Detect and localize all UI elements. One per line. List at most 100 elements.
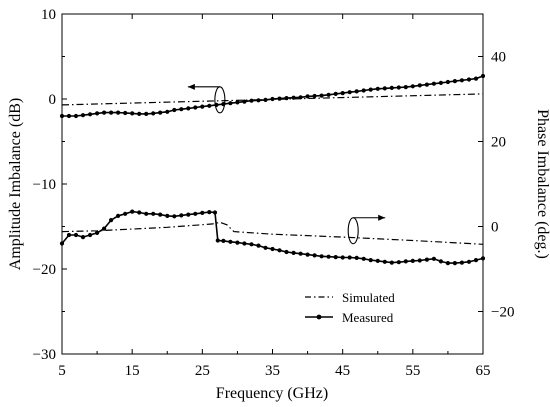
- data-point-measured-amplitude-imbalance: [291, 95, 296, 100]
- annotations: [187, 83, 386, 245]
- data-point-measured-phase-imbalance: [410, 258, 415, 263]
- data-point-measured-phase-imbalance: [389, 260, 394, 265]
- data-point-measured-phase-imbalance: [137, 210, 142, 215]
- data-point-measured-amplitude-imbalance: [396, 85, 401, 90]
- data-point-measured-amplitude-imbalance: [459, 78, 464, 83]
- data-point-measured-amplitude-imbalance: [417, 83, 422, 88]
- data-point-measured-amplitude-imbalance: [179, 107, 184, 112]
- data-point-measured-phase-imbalance: [256, 243, 261, 248]
- data-point-measured-amplitude-imbalance: [186, 106, 191, 111]
- data-point-measured-phase-imbalance: [212, 210, 218, 215]
- data-point-measured-phase-imbalance: [284, 249, 289, 255]
- data-point-measured-amplitude-imbalance: [172, 107, 177, 113]
- data-point-measured-phase-imbalance: [158, 212, 163, 217]
- data-point-measured-phase-imbalance: [249, 242, 254, 247]
- data-point-measured-phase-imbalance: [130, 209, 135, 214]
- data-point-measured-amplitude-imbalance: [144, 111, 149, 116]
- data-point-measured-phase-imbalance: [473, 258, 479, 263]
- data-point-measured-phase-imbalance: [221, 238, 226, 243]
- data-point-measured-phase-imbalance: [228, 239, 233, 244]
- data-point-measured-phase-imbalance: [466, 259, 472, 264]
- data-point-measured-phase-imbalance: [123, 211, 128, 216]
- data-point-measured-phase-imbalance: [361, 256, 366, 261]
- series-line-simulated-amplitude-imbalance: [61, 93, 484, 106]
- data-point-measured-amplitude-imbalance: [242, 99, 247, 104]
- data-point-measured-amplitude-imbalance: [193, 105, 198, 110]
- x-tick-label: 5: [58, 363, 66, 379]
- plot-content: [59, 73, 486, 266]
- data-point-measured-amplitude-imbalance: [116, 110, 121, 115]
- data-point-measured-phase-imbalance: [207, 210, 212, 215]
- data-point-measured-phase-imbalance: [235, 240, 240, 245]
- data-point-measured-amplitude-imbalance: [165, 109, 170, 114]
- data-point-measured-phase-imbalance: [172, 214, 177, 219]
- data-point-measured-amplitude-imbalance: [73, 113, 79, 119]
- data-point-measured-phase-imbalance: [66, 232, 72, 238]
- data-point-measured-phase-imbalance: [193, 211, 198, 216]
- data-point-measured-amplitude-imbalance: [207, 103, 212, 108]
- data-point-measured-amplitude-imbalance: [445, 79, 450, 85]
- y-axis-right-title: Phase Imbalance (deg.): [534, 109, 550, 259]
- data-point-measured-phase-imbalance: [319, 254, 324, 259]
- data-point-measured-phase-imbalance: [368, 258, 373, 263]
- data-point-measured-amplitude-imbalance: [368, 87, 373, 92]
- y-right-tick-label: −20: [491, 305, 514, 321]
- data-point-measured-phase-imbalance: [340, 255, 345, 260]
- x-axis-title: Frequency (GHz): [216, 385, 328, 402]
- x-tick-label: 25: [195, 363, 210, 379]
- x-tick-label: 55: [405, 363, 420, 379]
- data-point-measured-amplitude-imbalance: [284, 96, 289, 101]
- data-point-measured-phase-imbalance: [417, 258, 422, 263]
- data-point-measured-phase-imbalance: [375, 258, 380, 263]
- data-point-measured-amplitude-imbalance: [88, 112, 93, 117]
- data-point-measured-phase-imbalance: [95, 230, 100, 235]
- data-point-measured-amplitude-imbalance: [354, 89, 359, 94]
- series-line-simulated-phase-imbalance: [61, 221, 484, 245]
- data-point-measured-amplitude-imbalance: [424, 82, 429, 87]
- data-point-measured-phase-imbalance: [116, 213, 121, 218]
- data-point-measured-phase-imbalance: [291, 250, 296, 255]
- data-point-measured-amplitude-imbalance: [382, 86, 387, 91]
- data-point-measured-phase-imbalance: [403, 259, 408, 264]
- y-left-tick-label: −20: [33, 262, 56, 278]
- data-point-measured-phase-imbalance: [354, 255, 359, 260]
- x-tick-label: 35: [265, 363, 280, 379]
- legend-simulated-label: Simulated: [342, 290, 395, 305]
- data-point-measured-amplitude-imbalance: [333, 91, 338, 96]
- data-point-measured-amplitude-imbalance: [326, 92, 331, 97]
- y-left-tick-label: −10: [33, 177, 56, 193]
- data-point-measured-phase-imbalance: [242, 241, 247, 246]
- data-point-measured-phase-imbalance: [459, 260, 464, 265]
- data-point-measured-amplitude-imbalance: [305, 94, 310, 99]
- data-point-measured-amplitude-imbalance: [151, 111, 156, 116]
- y-axis-left-title: Amplitude Imbalance (dB): [7, 98, 24, 270]
- y-left-tick-label: 10: [41, 7, 56, 23]
- data-point-measured-amplitude-imbalance: [95, 111, 100, 116]
- data-point-measured-phase-imbalance: [73, 232, 79, 238]
- data-point-measured-phase-imbalance: [179, 213, 184, 218]
- data-point-measured-phase-imbalance: [438, 259, 443, 264]
- data-point-measured-phase-imbalance: [88, 232, 93, 238]
- data-point-measured-phase-imbalance: [452, 261, 457, 266]
- data-point-measured-amplitude-imbalance: [389, 85, 394, 90]
- data-point-measured-phase-imbalance: [298, 251, 303, 256]
- data-point-measured-amplitude-imbalance: [235, 100, 240, 105]
- data-point-measured-amplitude-imbalance: [158, 110, 163, 115]
- data-point-measured-amplitude-imbalance: [130, 111, 135, 116]
- data-point-measured-amplitude-imbalance: [249, 98, 254, 103]
- axis-labels: 5 15 25 35 45 55 65 10 0 −10 −20 −30 40 20 0 −20: [33, 7, 515, 379]
- data-point-measured-phase-imbalance: [305, 252, 310, 257]
- legend: Simulated Measured: [305, 290, 395, 325]
- x-tick-label: 45: [335, 363, 350, 379]
- data-point-measured-amplitude-imbalance: [66, 113, 72, 119]
- data-point-measured-amplitude-imbalance: [270, 96, 275, 102]
- left-axis-indicator-arrowhead: [187, 83, 195, 90]
- data-point-measured-amplitude-imbalance: [452, 79, 457, 84]
- data-point-measured-amplitude-imbalance: [438, 80, 443, 85]
- data-point-measured-amplitude-imbalance: [431, 81, 436, 86]
- data-point-measured-phase-imbalance: [424, 257, 429, 262]
- y-right-tick-label: 20: [491, 135, 506, 151]
- data-point-measured-phase-imbalance: [80, 235, 86, 240]
